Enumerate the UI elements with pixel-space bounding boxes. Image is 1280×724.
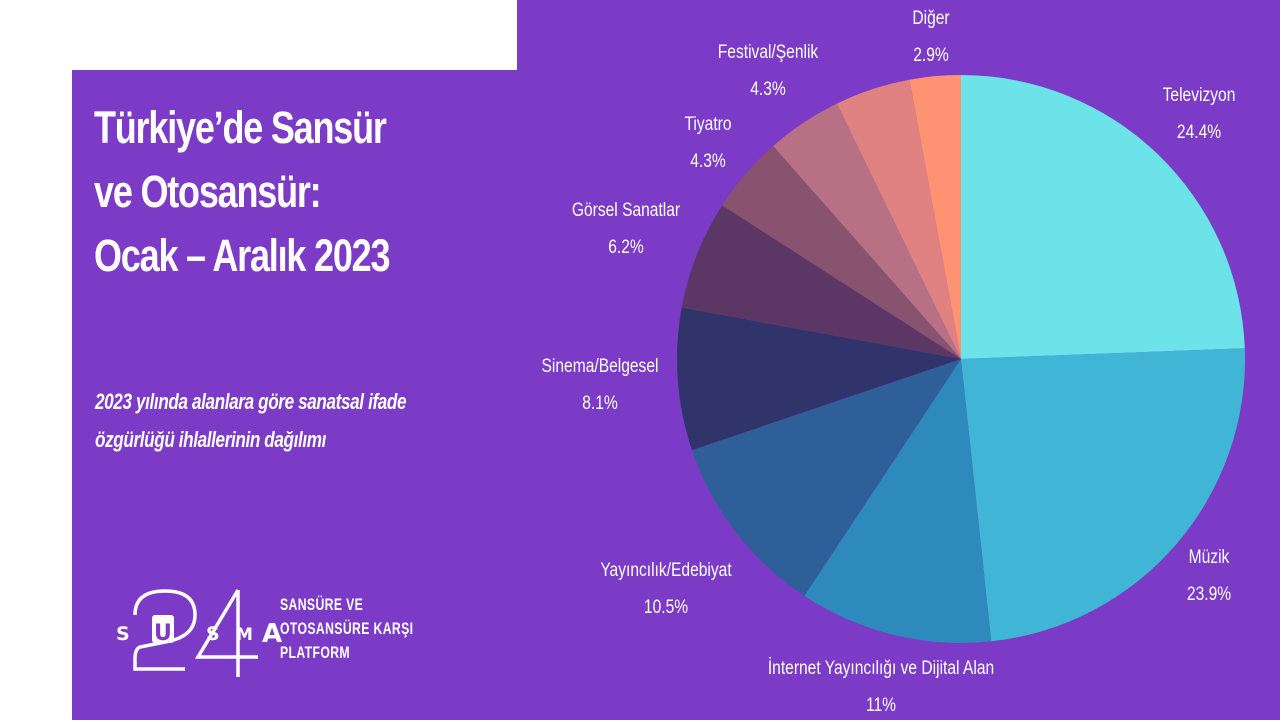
pie-slice-festival-enlik	[836, 79, 961, 359]
subtitle-line-1: 2023 yılında alanlara göre sanatsal ifad…	[95, 389, 407, 414]
pie-slice-i-nternet-yay-nc-l-ve-dijital-alan	[804, 359, 992, 643]
slice-label-name: Festival/Şenlik	[717, 42, 819, 63]
slice-label-percent: 4.3%	[690, 151, 726, 172]
slice-label-name: Görsel Sanatlar	[571, 200, 681, 221]
logo-letter-s1: S	[116, 623, 130, 645]
slice-label: Diğer 2.9%	[912, 0, 949, 74]
slice-label: Sinema/Belgesel 8.1%	[542, 348, 659, 422]
slice-label-percent: 8.1%	[582, 393, 618, 414]
slice-label: İnternet Yayıncılığı ve Dijital Alan 11%	[768, 650, 994, 724]
slice-label-name: Televizyon	[1162, 85, 1236, 106]
page-title: Türkiye’de Sansür ve Otosansür: Ocak – A…	[94, 96, 391, 288]
pie-slice-g-rsel-sanatlar	[681, 205, 961, 359]
platform-name-line-2: OTOSANSÜRE KARŞI	[280, 619, 414, 638]
pie-slice-televizyon	[961, 75, 1245, 359]
slice-label: Görsel Sanatlar 6.2%	[572, 192, 680, 266]
pie-slice-di-er	[909, 75, 961, 359]
platform-name: SANSÜRE VE OTOSANSÜRE KARŞI PLATFORM	[280, 593, 413, 665]
slice-label-name: Diğer	[912, 8, 950, 29]
slice-label-percent: 10.5%	[643, 597, 689, 618]
slice-label-name: Tiyatro	[684, 114, 732, 135]
background-top-band	[517, 0, 1280, 70]
logo-numbers-outline	[133, 589, 258, 677]
logo-letter-u: U	[154, 621, 172, 646]
pie-slice-yay-nc-l-k-edebiyat	[692, 359, 961, 596]
pie-slice-sinema-belgesel	[677, 307, 961, 451]
slice-label-name: Müzik	[1188, 547, 1230, 568]
pie-slice-tiyatro	[773, 103, 961, 359]
slice-label-name: Yayıncılık/Edebiyat	[600, 560, 732, 581]
slice-label-percent: 24.4%	[1176, 122, 1222, 143]
slice-label-percent: 4.3%	[750, 79, 786, 100]
logo-four-icon	[194, 589, 258, 677]
chart-subtitle: 2023 yılında alanlara göre sanatsal ifad…	[95, 383, 407, 459]
logo-letters: S U S M A	[116, 615, 282, 649]
subtitle-line-2: özgürlüğü ihlallerinin dağılımı	[95, 427, 327, 452]
logo-letter-m: M	[236, 625, 253, 645]
platform-name-line-3: PLATFORM	[280, 643, 350, 662]
slice-label-percent: 2.9%	[913, 45, 949, 66]
title-line-3: Ocak – Aralık 2023	[94, 230, 391, 281]
pie-slice-m-zik	[961, 348, 1245, 642]
slice-label-name: Sinema/Belgesel	[541, 356, 659, 377]
platform-logo: S U S M A	[116, 589, 282, 677]
slice-label: Yayıncılık/Edebiyat 10.5%	[600, 552, 731, 626]
pie-slice-unlabeled	[722, 145, 961, 359]
slice-label-percent: 11%	[865, 695, 897, 716]
title-line-1: Türkiye’de Sansür	[94, 102, 387, 153]
slice-label: Festival/Şenlik 4.3%	[718, 34, 818, 108]
logo-letter-s2: S	[206, 623, 220, 645]
title-line-2: ve Otosansür:	[94, 166, 322, 217]
slice-label-percent: 6.2%	[608, 237, 644, 258]
slice-label: Tiyatro 4.3%	[684, 106, 731, 180]
platform-name-line-1: SANSÜRE VE	[280, 595, 364, 614]
slice-label-percent: 23.9%	[1186, 584, 1232, 605]
logo-letter-a: A	[262, 619, 282, 649]
slice-label: Televizyon 24.4%	[1163, 77, 1236, 151]
slice-label-name: İnternet Yayıncılığı ve Dijital Alan	[767, 658, 995, 679]
slice-label: Müzik 23.9%	[1187, 539, 1231, 613]
logo-two-icon	[133, 589, 197, 671]
